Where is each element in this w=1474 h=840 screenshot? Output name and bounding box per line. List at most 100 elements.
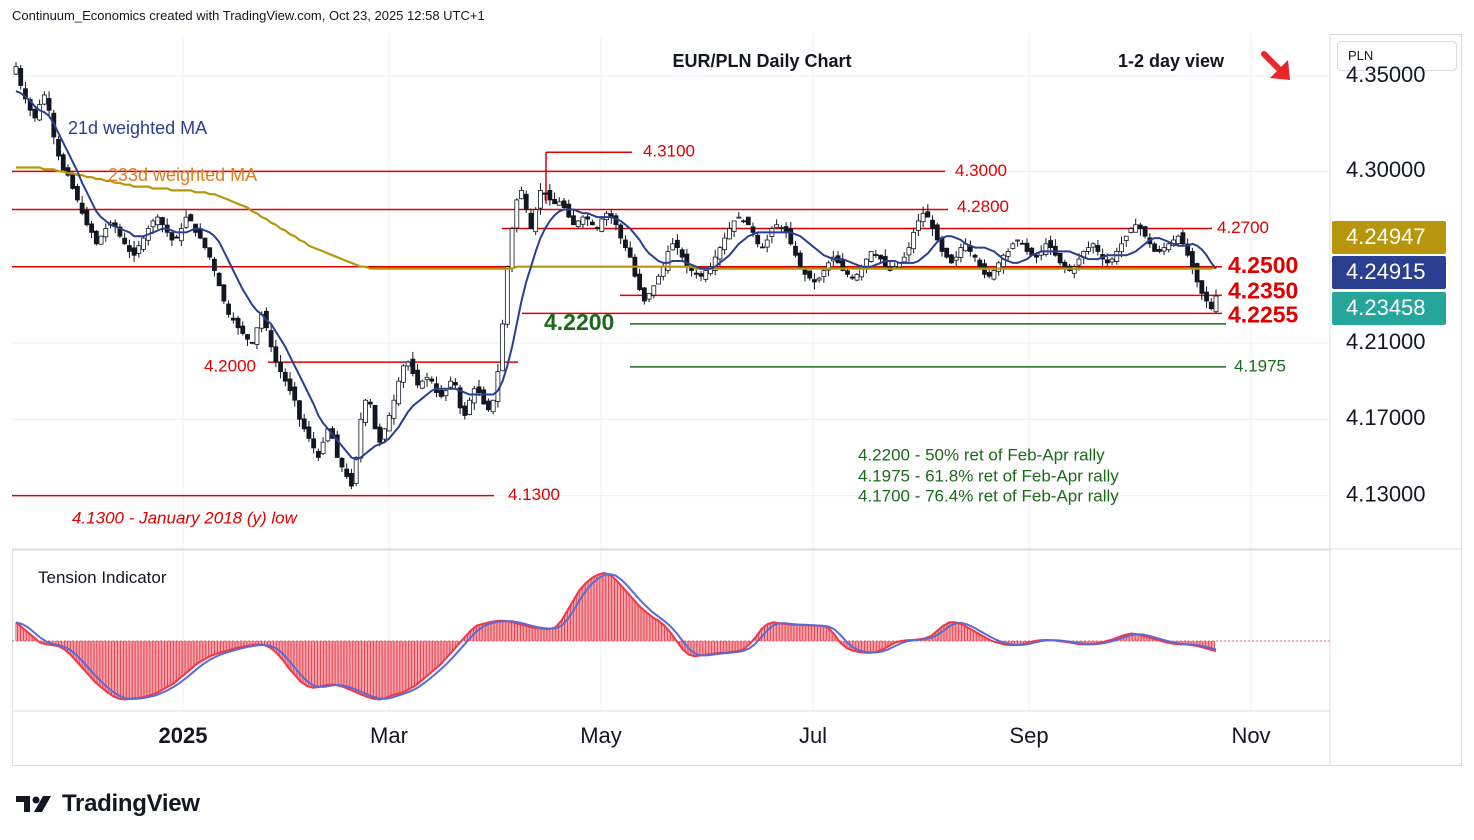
annotation-label: 4.1300 - January 2018 (y) low	[72, 508, 299, 527]
candle-body	[382, 428, 387, 440]
level-label: 4.1975	[1234, 356, 1286, 375]
candle-body	[467, 399, 472, 416]
annotation-label: 4.2200 - 50% ret of Feb-Apr rally	[858, 445, 1105, 464]
candle-body	[901, 256, 907, 263]
tension-average-line	[15, 573, 1217, 701]
legend-label: 21d weighted MA	[68, 118, 207, 138]
candle-body	[367, 401, 373, 405]
down-arrow-icon	[1261, 51, 1290, 80]
candle-body	[1189, 251, 1195, 268]
candle-body	[812, 279, 817, 283]
candle-body	[202, 237, 208, 249]
y-tick-label: 4.17000	[1346, 405, 1426, 430]
candle-body	[1152, 243, 1157, 252]
candle-body	[339, 457, 345, 468]
candle-body	[349, 473, 354, 487]
candle-body	[471, 388, 477, 404]
tradingview-logo: TradingView	[14, 790, 200, 818]
price-tag-bg	[1332, 256, 1446, 289]
candle-body	[93, 230, 99, 245]
candle-body	[235, 317, 241, 329]
candle-body	[854, 273, 860, 281]
y-tick-label: 4.13000	[1346, 481, 1426, 506]
candle-body	[18, 67, 24, 86]
candle-body	[717, 247, 723, 260]
candle-body	[245, 334, 250, 340]
candle-body	[174, 236, 180, 239]
candle-body	[514, 199, 520, 229]
chart-title: EUR/PLN Daily Chart	[672, 51, 851, 71]
candle-body	[821, 270, 827, 277]
candle-body	[32, 108, 38, 119]
tension-pane: Tension Indicator	[12, 549, 1330, 712]
candle-body	[533, 209, 539, 233]
candle-body	[358, 418, 364, 459]
candle-body	[320, 441, 326, 455]
candle-body	[386, 415, 392, 432]
candle-body	[481, 389, 487, 405]
price-pane-bg	[12, 34, 1330, 549]
candle-body	[155, 216, 161, 226]
candle-body	[1010, 243, 1016, 249]
level-label: 4.1300	[508, 485, 560, 504]
candle-body	[934, 224, 940, 241]
candle-body	[552, 199, 557, 205]
candle-body	[641, 287, 647, 302]
candle-body	[703, 270, 709, 280]
annotation-label: 4.1975 - 61.8% ret of Feb-Apr rally	[858, 466, 1119, 485]
candle-body	[287, 378, 293, 392]
candle-body	[675, 239, 680, 249]
candle-body	[760, 246, 765, 249]
candle-body	[178, 228, 184, 242]
candle-body	[41, 94, 47, 105]
candle-body	[580, 216, 586, 225]
tension-label: Tension Indicator	[38, 568, 167, 587]
candle-body	[419, 380, 425, 389]
candle-body	[519, 190, 524, 200]
candle-body	[807, 270, 813, 279]
candle-body	[429, 378, 435, 382]
candle-body	[793, 245, 798, 256]
candle-body	[878, 254, 883, 260]
candle-body	[1057, 252, 1063, 264]
candle-body	[457, 387, 463, 409]
candle-body	[1015, 239, 1020, 242]
candle-body	[542, 192, 548, 195]
candle-body	[623, 239, 628, 249]
candle-body	[778, 227, 784, 229]
candle-body	[254, 327, 260, 345]
candle-body	[665, 251, 671, 271]
candle-body	[504, 266, 510, 325]
ma233-line	[16, 166, 1217, 270]
candle-body	[197, 229, 203, 239]
candle-body	[774, 224, 780, 228]
candle-body	[240, 325, 246, 334]
candle-body	[750, 226, 756, 233]
candle-body	[396, 380, 402, 405]
level-label: 4.3000	[955, 161, 1007, 180]
chart-svg[interactable]: 4.31004.30004.28004.27004.25004.23504.22…	[0, 0, 1474, 790]
candle-body	[741, 220, 746, 223]
candle-body	[1019, 242, 1025, 245]
candle-body	[1156, 249, 1162, 252]
candle-body	[755, 234, 761, 245]
tradingview-logo-icon	[16, 796, 51, 812]
candle-body	[415, 369, 420, 386]
candle-body	[594, 227, 600, 229]
candle-body	[70, 174, 76, 189]
symbol-box[interactable]: PLN	[1337, 41, 1457, 71]
candle-body	[1109, 258, 1115, 263]
candle-body	[1138, 224, 1143, 229]
candle-body	[925, 211, 931, 218]
candle-body	[977, 259, 983, 268]
candle-body	[953, 256, 959, 261]
candle-body	[75, 186, 80, 201]
candle-body	[60, 154, 66, 172]
candle-body	[103, 228, 109, 238]
candle-body	[972, 254, 978, 258]
candle-body	[646, 293, 652, 300]
candle-body	[438, 389, 444, 397]
candle-body	[1175, 235, 1181, 245]
candle-body	[226, 303, 231, 315]
candle-body	[486, 400, 491, 411]
